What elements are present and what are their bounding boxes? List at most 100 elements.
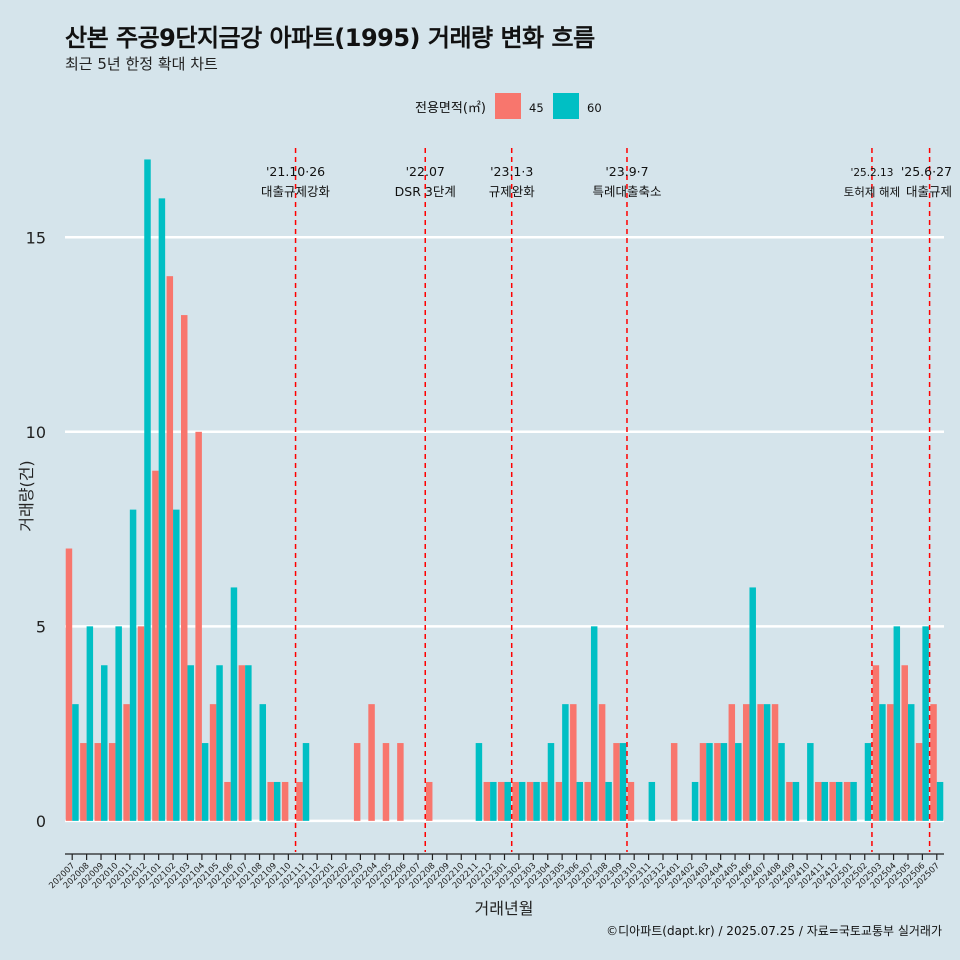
- bar-60-202111: [302, 743, 310, 821]
- bar-45-202111: [296, 781, 303, 821]
- bar-60-202302: [518, 781, 526, 821]
- bar-60-202007: [72, 704, 79, 821]
- bar-45-202107: [238, 665, 246, 821]
- bar-45-202105: [209, 704, 217, 821]
- bar-60-202411: [821, 781, 828, 821]
- y-tick-label: 10: [26, 423, 46, 442]
- bar-60-202104: [201, 743, 209, 821]
- bar-45-202208: [425, 781, 433, 821]
- bar-60-202502: [864, 743, 872, 821]
- legend-swatch-45: [495, 93, 521, 119]
- y-axis-title: 거래량(건): [17, 460, 36, 531]
- bar-45-202505: [901, 665, 908, 821]
- y-tick-label: 0: [36, 812, 46, 831]
- bar-45-202507: [930, 704, 937, 821]
- bar-45-202203: [353, 743, 361, 821]
- chart-subtitle: 최근 5년 한정 확대 차트: [65, 55, 218, 73]
- bar-45-202206: [397, 743, 404, 821]
- bar-60-202109: [273, 781, 281, 821]
- bar-45-202307: [584, 781, 591, 821]
- bar-60-202507: [936, 781, 944, 821]
- bar-60-202406: [749, 587, 756, 821]
- bar-60-202408: [778, 743, 785, 821]
- bar-45-202302: [512, 781, 519, 821]
- y-tick-label: 5: [36, 617, 46, 636]
- bar-45-202405: [728, 704, 736, 821]
- source-caption: ©디아파트(dapt.kr) / 2025.07.25 / 자료=국토교통부 실…: [606, 924, 942, 938]
- bar-45-202103: [181, 315, 188, 821]
- bar-60-202103: [187, 665, 194, 821]
- bar-60-202012: [144, 159, 151, 821]
- bar-45-202406: [742, 704, 750, 821]
- bar-60-202404: [720, 743, 728, 821]
- bar-45-202303: [526, 781, 534, 821]
- bar-60-202108: [259, 704, 267, 821]
- bar-60-202506: [922, 626, 929, 821]
- bar-60-202409: [792, 781, 800, 821]
- bar-60-202011: [129, 509, 137, 821]
- bar-45-202404: [714, 743, 721, 821]
- event-desc-label: 특례대출축소: [592, 184, 661, 199]
- bar-60-202306: [576, 781, 584, 821]
- bar-60-202505: [907, 704, 915, 821]
- bar-60-202504: [893, 626, 901, 821]
- bar-60-202402: [691, 781, 699, 821]
- bar-60-202304: [547, 743, 555, 821]
- bar-60-202009: [101, 665, 108, 821]
- event-date-label: '23.9·7: [605, 164, 648, 179]
- bar-45-202009: [94, 743, 102, 821]
- legend-swatch-60: [553, 93, 579, 119]
- bar-45-202110: [281, 781, 289, 821]
- bar-45-202101: [152, 470, 159, 821]
- bar-60-202403: [706, 743, 713, 821]
- bar-45-202308: [598, 704, 606, 821]
- bar-60-202301: [504, 781, 511, 821]
- bar-60-202102: [173, 509, 180, 821]
- bar-45-202412: [829, 781, 836, 821]
- bar-45-202011: [123, 704, 130, 821]
- bar-45-202309: [613, 743, 620, 821]
- bar-45-202411: [815, 781, 822, 821]
- x-axis-title: 거래년월: [475, 899, 534, 918]
- bar-60-202105: [216, 665, 223, 821]
- bar-60-202303: [533, 781, 540, 821]
- bar-45-202304: [541, 781, 548, 821]
- bar-60-202212: [490, 781, 497, 821]
- y-tick-label: 15: [26, 228, 46, 247]
- bar-45-202306: [570, 704, 577, 821]
- bar-45-202409: [786, 781, 793, 821]
- bar-45-202104: [195, 431, 202, 821]
- bar-45-202407: [757, 704, 764, 821]
- bar-45-202501: [843, 781, 851, 821]
- bar-60-202311: [648, 781, 656, 821]
- event-date-label: '21.10·26: [266, 164, 325, 179]
- bar-60-202308: [605, 781, 612, 821]
- bar-60-202101: [158, 198, 166, 821]
- bar-45-202204: [368, 704, 375, 821]
- bar-60-202412: [835, 781, 843, 821]
- bar-60-202410: [807, 743, 814, 821]
- bar-45-202403: [699, 743, 707, 821]
- bar-60-202010: [115, 626, 122, 821]
- bar-45-202102: [166, 276, 174, 821]
- bar-60-202305: [562, 704, 569, 821]
- event-desc-label: 규제완화: [489, 184, 536, 199]
- event-desc-label: 대출규제강화: [261, 184, 331, 199]
- event-desc-label: DSR 3단계: [395, 184, 456, 199]
- bar-60-202405: [735, 743, 742, 821]
- bar-45-202310: [627, 781, 635, 821]
- legend-title: 전용면적(㎡): [415, 101, 486, 116]
- legend-label-60: 60: [587, 101, 602, 115]
- bar-45-202212: [483, 781, 491, 821]
- bar-45-202109: [267, 781, 274, 821]
- bar-60-202309: [619, 743, 627, 821]
- bar-45-202106: [224, 781, 231, 821]
- event-date-label: '22.07: [406, 164, 445, 179]
- bar-45-202008: [80, 743, 87, 821]
- bar-45-202010: [108, 743, 116, 821]
- bar-60-202106: [230, 587, 238, 821]
- bar-45-202012: [137, 626, 145, 821]
- bar-45-202503: [872, 665, 880, 821]
- event-date-label: '25.2.13: [850, 167, 893, 179]
